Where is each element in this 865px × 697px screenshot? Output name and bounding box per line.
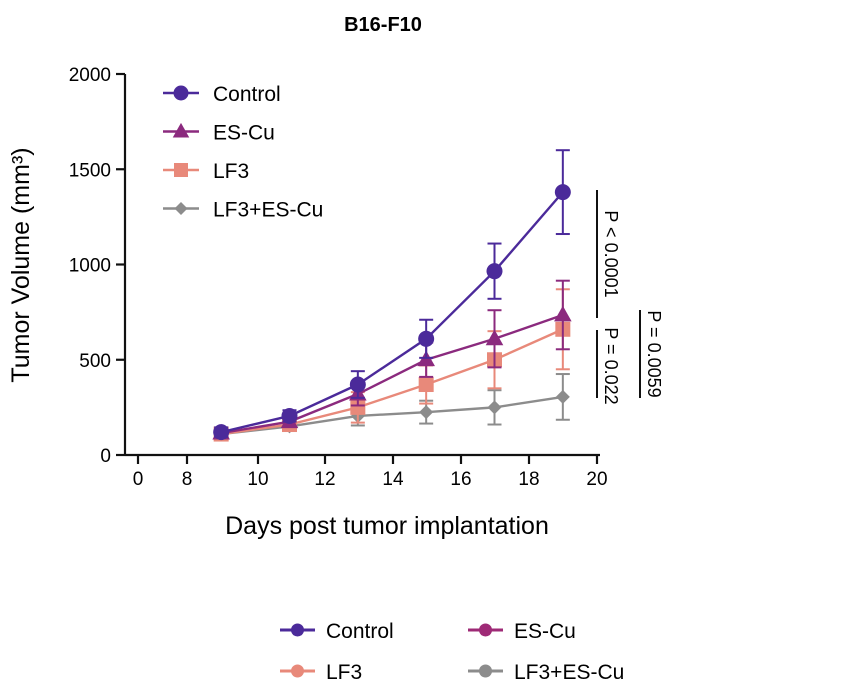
legend-label: LF3 xyxy=(326,661,362,684)
legend-label: LF3 xyxy=(213,160,249,183)
series-line xyxy=(220,191,564,434)
legend-marker xyxy=(479,664,492,678)
legend-label: ES-Cu xyxy=(514,620,576,643)
legend-item-es-cu: ES-Cu xyxy=(163,122,275,145)
legend-label: LF3+ES-Cu xyxy=(514,661,624,684)
x-tick-label: 20 xyxy=(586,469,607,490)
legend-marker xyxy=(174,202,188,215)
x-tick-label: 16 xyxy=(450,469,471,490)
data-point xyxy=(554,184,571,201)
legend-marker xyxy=(479,623,492,637)
data-point xyxy=(349,376,366,393)
stat-label-2: P = 0.022 xyxy=(601,327,621,404)
y-tick-label: 1000 xyxy=(69,256,111,277)
series-lf3 xyxy=(213,288,571,442)
x-tick-label: 14 xyxy=(382,469,404,490)
x-tick-label: 12 xyxy=(314,469,335,490)
x-tick-label: 8 xyxy=(182,469,193,490)
significance-annotations xyxy=(596,190,641,398)
y-tick-label: 0 xyxy=(100,446,111,467)
y-axis-label: Tumor Volume (mm³) xyxy=(7,147,35,382)
legend-item-control: Control xyxy=(163,83,281,106)
data-point xyxy=(554,305,572,322)
x-tick-label: 18 xyxy=(518,469,539,490)
bottom-legend-item-lf3: LF3 xyxy=(280,661,362,684)
legend-marker xyxy=(172,122,190,138)
series-line xyxy=(221,328,564,436)
plot-area xyxy=(212,149,572,442)
y-tick-label: 1500 xyxy=(69,160,111,181)
series-line xyxy=(221,395,564,436)
legend-marker xyxy=(291,623,304,637)
bottom-legend-item-es-cu: ES-Cu xyxy=(468,620,576,643)
x-tick-label: 0 xyxy=(133,469,144,490)
data-point xyxy=(419,405,434,420)
legend-marker xyxy=(291,664,304,678)
data-point xyxy=(555,389,570,404)
data-point xyxy=(485,329,504,346)
legend-marker xyxy=(174,163,188,177)
y-ticks: 0 500 1000 1500 2000 xyxy=(69,65,125,467)
x-tick-label: 10 xyxy=(247,469,268,490)
y-tick-label: 2000 xyxy=(69,65,111,86)
legend-item-lf3-es-cu: LF3+ES-Cu xyxy=(163,199,323,222)
legend-label: ES-Cu xyxy=(213,122,275,145)
data-point xyxy=(213,424,230,441)
x-ticks: 0 8 10 12 14 16 18 20 xyxy=(133,455,608,490)
bottom-legend-item-control: Control xyxy=(280,620,394,643)
stat-label-3: P = 0.0059 xyxy=(644,310,664,397)
legend-label: Control xyxy=(326,620,394,643)
legend-top: Control ES-Cu LF3 LF3+ES-Cu xyxy=(163,83,323,222)
data-point xyxy=(486,263,503,280)
chart-title: B16-F10 xyxy=(344,14,422,36)
series-control xyxy=(213,149,571,441)
legend-label: LF3+ES-Cu xyxy=(213,199,323,222)
legend-marker xyxy=(173,85,189,101)
legend-label: Control xyxy=(213,83,281,106)
data-point xyxy=(281,407,298,424)
stat-label-1: P < 0.0001 xyxy=(601,210,621,297)
legend-bottom: Control ES-Cu LF3 LF3+ES-Cu xyxy=(280,620,624,684)
data-point xyxy=(418,377,434,393)
bottom-legend-item-lf3-es-cu: LF3+ES-Cu xyxy=(468,661,624,684)
series-line xyxy=(220,313,564,435)
legend-item-lf3: LF3 xyxy=(163,160,249,183)
y-tick-label: 500 xyxy=(79,351,111,372)
data-point xyxy=(487,400,502,415)
data-point xyxy=(350,399,366,415)
data-point xyxy=(418,330,435,347)
series-es-cu xyxy=(212,279,572,440)
series-lf3-es-cu xyxy=(214,373,570,442)
x-axis-label: Days post tumor implantation xyxy=(225,512,549,540)
